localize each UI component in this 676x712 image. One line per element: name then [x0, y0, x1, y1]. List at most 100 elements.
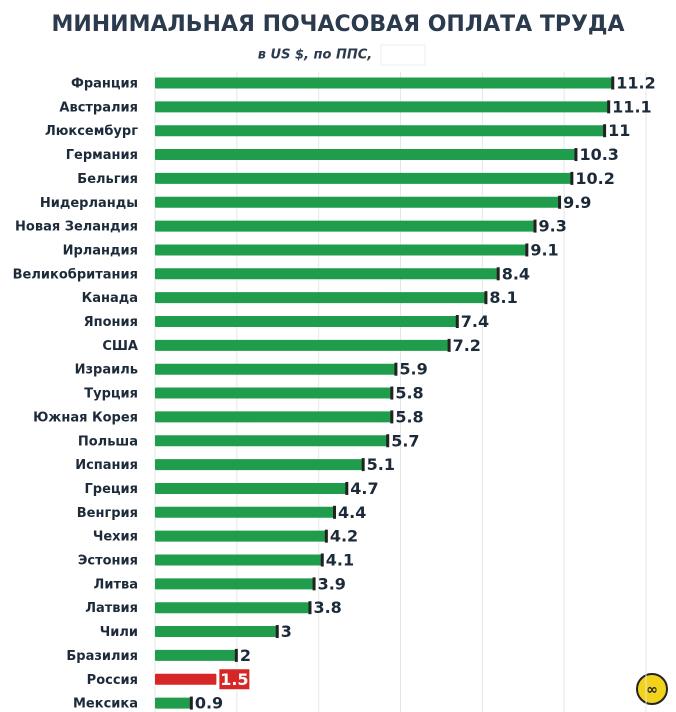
y-tick-label: Израиль: [75, 363, 138, 378]
value-label: 8.1: [489, 288, 517, 307]
bar: [155, 435, 389, 447]
bar-cap: [189, 696, 193, 710]
bar-cap: [611, 76, 615, 90]
y-tick-label: Мексика: [73, 697, 138, 712]
value-label: 4.1: [326, 551, 354, 570]
value-label: 0.9: [195, 694, 223, 712]
bar-cap: [607, 100, 611, 114]
chart-subtitle: в US $, по ППС,: [258, 48, 372, 63]
bar: [155, 172, 573, 184]
bar-cap: [345, 481, 349, 495]
value-label: 2: [240, 646, 251, 665]
bar-cap: [275, 625, 279, 639]
y-tick-label: Япония: [84, 315, 138, 330]
value-label: 4.7: [350, 479, 378, 498]
bar: [155, 482, 348, 494]
value-label: 3.9: [318, 574, 346, 593]
bar: [155, 292, 487, 304]
value-label: 11.2: [616, 74, 655, 93]
value-label: 5.8: [395, 384, 423, 403]
bar: [155, 149, 577, 161]
bar-cap: [447, 338, 451, 352]
bar: [155, 506, 336, 518]
value-label: 1.5: [220, 670, 248, 689]
bar-cap: [496, 267, 500, 281]
bar: [155, 125, 606, 137]
bar-cap: [361, 458, 365, 472]
bar: [155, 316, 458, 327]
y-tick-label: Германия: [66, 148, 138, 163]
y-tick-label: Литва: [94, 577, 138, 592]
bar-cap: [525, 243, 529, 257]
y-tick-label: Эстония: [78, 554, 138, 569]
bar: [155, 602, 311, 614]
value-label: 4.2: [330, 527, 358, 546]
y-tick-label: Великобритания: [13, 267, 138, 282]
y-tick-label: Нидерланды: [40, 196, 138, 211]
bar-cap: [308, 601, 312, 615]
bar: [155, 530, 327, 542]
y-tick-label: Ирландия: [63, 243, 138, 258]
y-tick-label: США: [102, 339, 138, 354]
bar: [155, 626, 278, 638]
bar-cap: [320, 553, 324, 567]
bar-cap: [574, 148, 578, 162]
bar-cap: [386, 434, 390, 448]
value-label: 5.1: [367, 455, 395, 474]
bar-cap: [455, 315, 459, 328]
value-label: 5.8: [395, 407, 423, 426]
y-tick-label: Греция: [85, 482, 139, 497]
bar-cap: [312, 577, 316, 591]
value-label: 8.4: [502, 264, 530, 283]
y-tick-label: Бразилия: [66, 649, 138, 664]
bar: [155, 268, 499, 280]
redaction-box: [380, 44, 426, 66]
logo-mark: ∞: [646, 682, 658, 698]
value-label: 9.9: [563, 193, 591, 212]
value-label: 3: [281, 622, 292, 641]
value-label: 5.9: [399, 360, 427, 379]
y-tick-label: Южная Корея: [33, 410, 138, 425]
value-label: 9.1: [530, 240, 558, 259]
bar: [155, 101, 610, 113]
bar-cap: [484, 291, 488, 305]
bar-cap: [333, 505, 337, 519]
bar: [155, 554, 323, 566]
bar-cap: [324, 529, 328, 543]
y-tick-label: Чехия: [93, 530, 138, 545]
y-tick-label: Новая Зеландия: [15, 220, 138, 235]
y-tick-label: Чили: [100, 625, 138, 640]
value-label-box: [217, 667, 252, 692]
bar: [155, 649, 237, 661]
bar: [155, 459, 364, 471]
bar: [155, 411, 393, 423]
bar-cap: [533, 219, 537, 233]
y-tick-label: Люксембург: [45, 124, 138, 139]
y-tick-label: Испания: [75, 458, 138, 473]
y-tick-label: Австралия: [59, 100, 138, 115]
bar-cap: [394, 362, 398, 376]
value-label: 10.3: [579, 145, 618, 164]
y-tick-label: Польша: [78, 434, 138, 449]
value-label: 10.2: [575, 169, 614, 188]
y-tick-label: Турция: [84, 387, 138, 402]
bar: [155, 244, 528, 256]
value-label: 9.3: [539, 217, 567, 236]
logo-circle: [636, 673, 668, 705]
value-label: 7.2: [453, 336, 481, 355]
bar: [155, 673, 217, 685]
bar: [155, 697, 192, 709]
bar-cap: [390, 410, 394, 424]
bar: [155, 387, 393, 399]
chart-title: МИНИМАЛЬНАЯ ПОЧАСОВАЯ ОПЛАТА ТРУДА: [51, 12, 624, 37]
bar: [155, 220, 536, 232]
value-label: 4.4: [338, 503, 366, 522]
y-tick-label: Франция: [71, 77, 138, 92]
bar: [155, 578, 315, 590]
bar: [155, 77, 614, 89]
y-tick-label: Россия: [87, 673, 138, 688]
bar: [155, 339, 450, 351]
value-label: 11: [608, 121, 630, 140]
value-label: 3.8: [313, 598, 341, 617]
logo: ∞: [636, 673, 668, 705]
